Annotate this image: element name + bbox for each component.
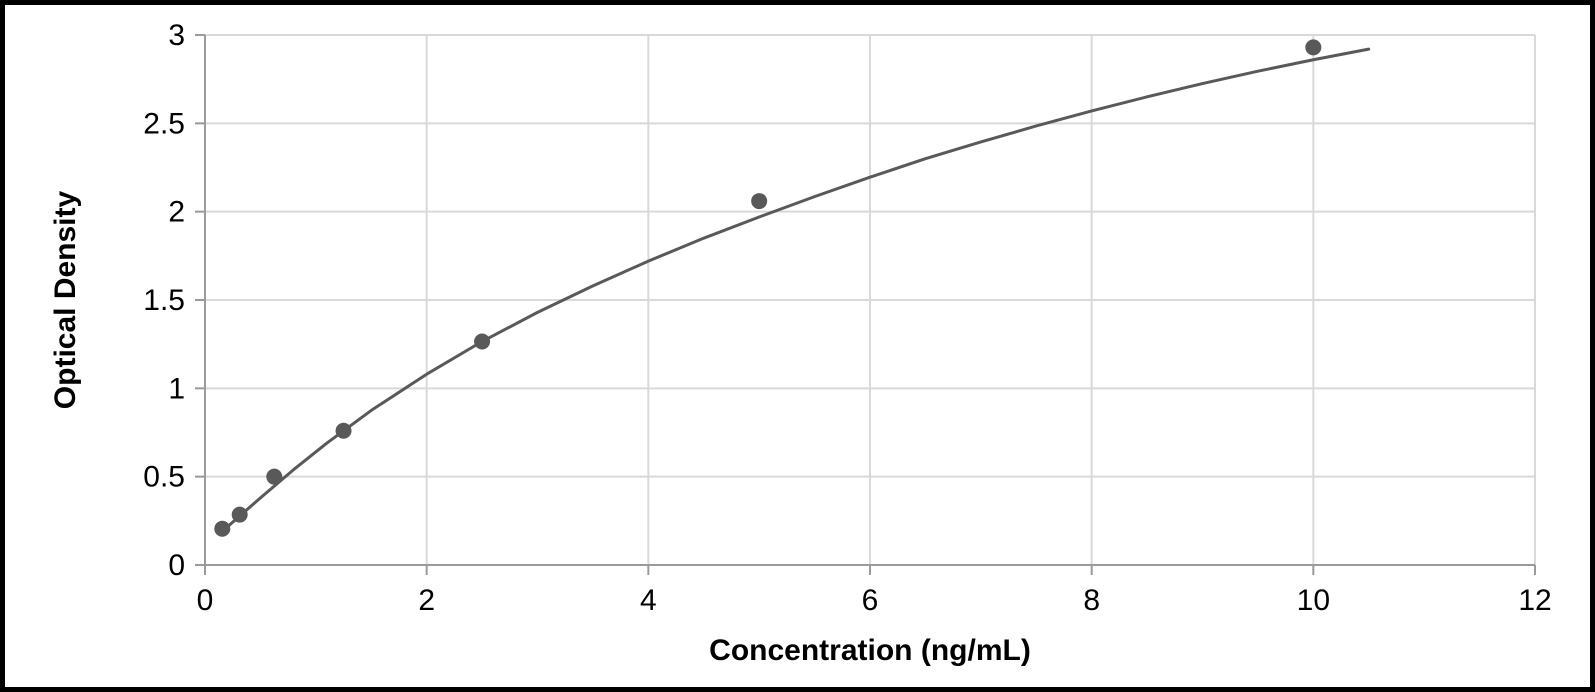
x-tick-label: 6 (862, 584, 879, 617)
chart-frame: 0 0.5 1 1.5 2 2.5 3 0 2 4 6 8 10 12 Conc… (0, 0, 1595, 692)
x-tick-label: 12 (1518, 584, 1551, 617)
y-tick-labels: 0 0.5 1 1.5 2 2.5 3 (143, 19, 185, 582)
y-tick-label: 2.5 (143, 107, 185, 140)
y-tick-label: 1.5 (143, 284, 185, 317)
x-tick-label: 4 (640, 584, 657, 617)
x-axis-label: Concentration (ng/mL) (709, 634, 1031, 667)
y-tick-label: 0.5 (143, 461, 185, 494)
x-tick-label: 8 (1083, 584, 1100, 617)
chart-svg: 0 0.5 1 1.5 2 2.5 3 0 2 4 6 8 10 12 Conc… (5, 5, 1590, 687)
y-axis-label: Optical Density (49, 190, 82, 409)
y-tick-label: 1 (168, 372, 185, 405)
y-tick-label: 3 (168, 19, 185, 52)
x-tick-marks (205, 565, 1535, 575)
y-tick-label: 0 (168, 549, 185, 582)
y-tick-label: 2 (168, 196, 185, 229)
x-tick-label: 2 (418, 584, 435, 617)
x-tick-label: 10 (1297, 584, 1330, 617)
x-tick-labels: 0 2 4 6 8 10 12 (197, 584, 1552, 617)
y-tick-marks (195, 35, 205, 565)
x-tick-label: 0 (197, 584, 214, 617)
